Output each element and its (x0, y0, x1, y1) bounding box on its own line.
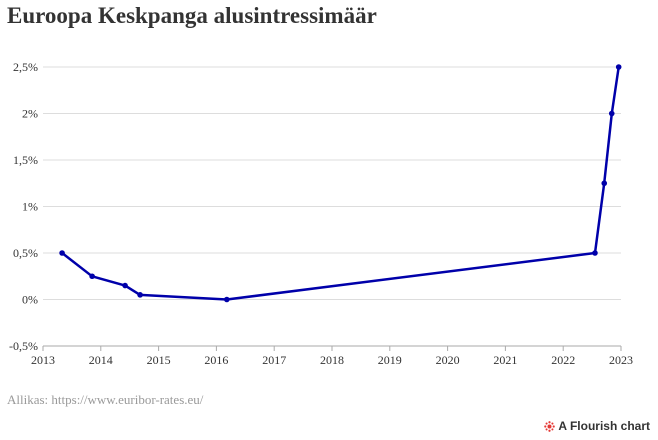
y-tick-label: 0% (22, 293, 38, 307)
x-tick-label: 2018 (320, 353, 344, 367)
data-point[interactable] (615, 64, 622, 70)
flourish-credit-link[interactable]: A Flourish chart (544, 419, 650, 433)
flourish-credit-label: A Flourish chart (558, 419, 650, 433)
x-tick-label: 2020 (436, 353, 460, 367)
x-tick-label: 2023 (609, 353, 633, 367)
x-tick-label: 2014 (89, 353, 113, 367)
data-point[interactable] (122, 282, 128, 289)
chart-title: Euroopa Keskpanga alusintressimäär (7, 3, 377, 28)
gridlines (43, 66, 621, 347)
flourish-logo-icon (544, 420, 556, 432)
y-tick-label: 1,5% (13, 153, 38, 167)
data-point[interactable] (601, 180, 608, 187)
x-tick-label: 2015 (147, 353, 171, 367)
y-tick-label: 1% (22, 200, 38, 214)
data-point[interactable] (608, 110, 615, 117)
series-line (61, 66, 620, 301)
x-tick-label: 2021 (493, 353, 517, 367)
y-tick-label: -0,5% (9, 339, 38, 353)
series-layer (59, 64, 622, 303)
x-tick-label: 2017 (262, 353, 286, 367)
y-tick-label: 2,5% (13, 60, 38, 74)
data-point[interactable] (224, 296, 230, 303)
x-tick-label: 2019 (378, 353, 402, 367)
data-point[interactable] (59, 250, 65, 256)
source-note: Allikas: https://www.euribor-rates.eu/ (7, 392, 204, 407)
data-point[interactable] (592, 250, 598, 256)
y-axis-labels: 2,5% 2% 1,5% 1% 0,5% 0% -0,5% (9, 60, 38, 353)
y-tick-label: 0,5% (13, 246, 38, 260)
x-axis: 2013 2014 2015 2016 2017 2018 2019 2020 2021 2022… (31, 346, 633, 367)
data-point[interactable] (137, 292, 143, 298)
y-tick-label: 2% (22, 107, 38, 121)
x-tick-label: 2022 (551, 353, 575, 367)
x-tick-label: 2016 (204, 353, 228, 367)
x-tick-label: 2013 (31, 353, 55, 367)
data-point[interactable] (89, 273, 95, 280)
